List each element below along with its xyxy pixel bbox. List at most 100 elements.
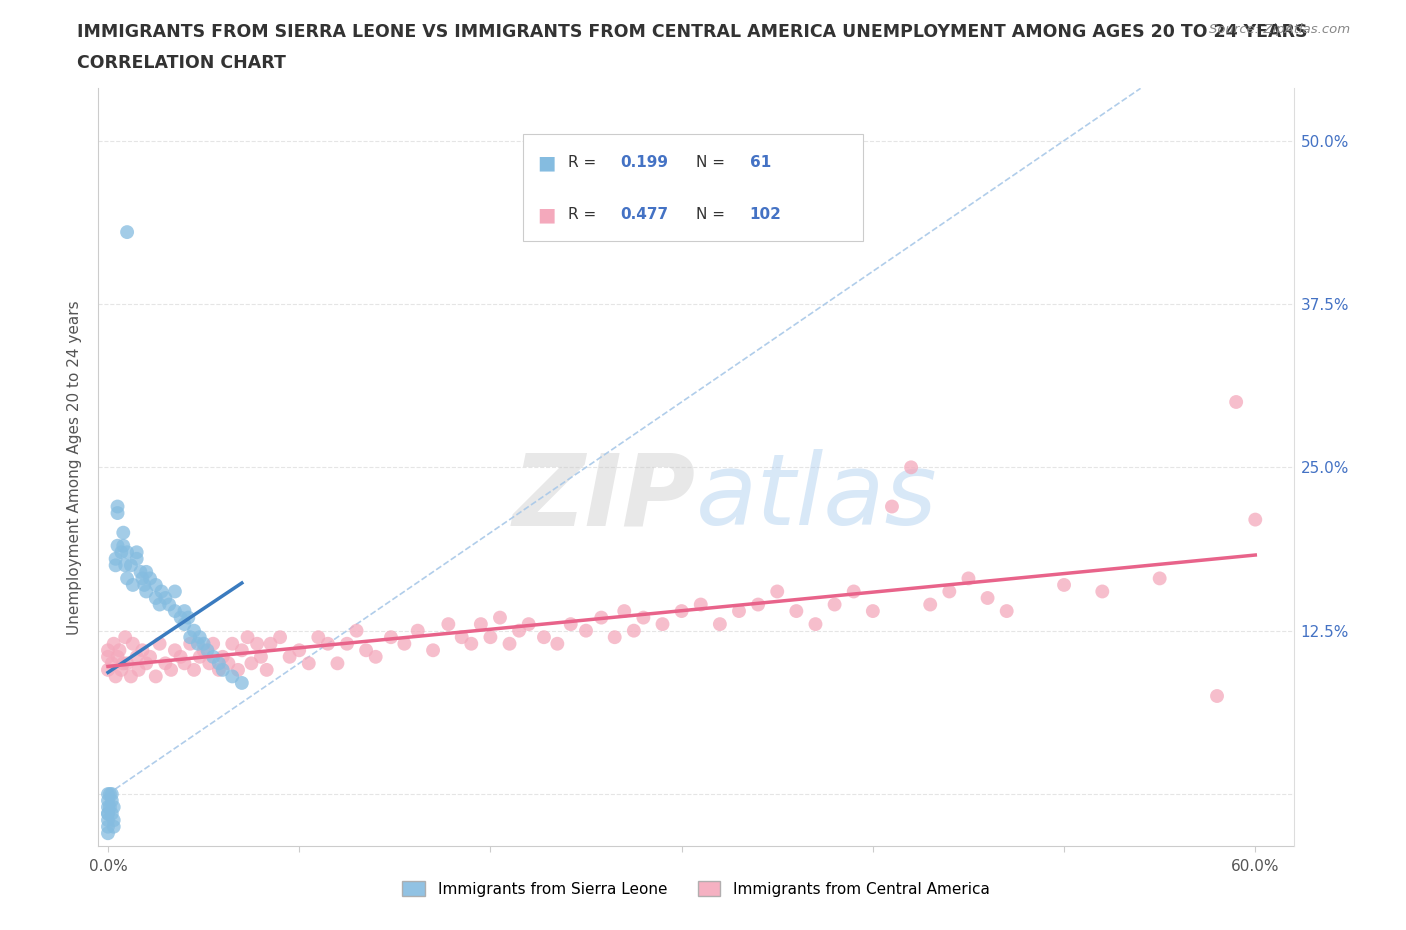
Point	[115, 225, 138, 240]
Point	[128, 662, 150, 677]
Point	[938, 584, 960, 599]
Point	[188, 649, 211, 664]
Point	[104, 669, 127, 684]
Text: 61: 61	[749, 155, 770, 170]
Point	[129, 565, 152, 579]
Point	[211, 649, 233, 664]
Point	[633, 610, 655, 625]
Point	[115, 656, 138, 671]
Point	[97, 800, 120, 815]
Point	[298, 656, 321, 671]
Point	[354, 643, 377, 658]
Point	[231, 643, 253, 658]
Point	[155, 591, 177, 605]
Point	[623, 623, 645, 638]
Point	[97, 787, 120, 802]
Point	[97, 819, 120, 834]
Point	[1053, 578, 1076, 592]
Point	[155, 656, 177, 671]
Point	[139, 571, 162, 586]
Point	[115, 545, 138, 560]
Point	[709, 617, 731, 631]
Point	[107, 538, 129, 553]
Point	[651, 617, 673, 631]
Point	[173, 604, 195, 618]
Point	[226, 662, 249, 677]
Point	[97, 793, 120, 808]
Point	[591, 610, 613, 625]
Point	[211, 662, 233, 677]
Text: ■: ■	[537, 153, 555, 172]
Point	[104, 551, 127, 566]
Point	[380, 630, 402, 644]
Point	[97, 649, 120, 664]
Point	[804, 617, 827, 631]
Point	[437, 617, 460, 631]
Point	[97, 806, 120, 821]
Point	[240, 656, 263, 671]
Point	[134, 578, 156, 592]
Text: R =: R =	[568, 207, 602, 222]
Point	[533, 630, 555, 644]
Point	[1225, 394, 1247, 409]
Point	[193, 643, 215, 658]
Point	[193, 636, 215, 651]
Point	[169, 649, 191, 664]
Point	[259, 636, 281, 651]
Text: ■: ■	[537, 205, 555, 224]
Point	[187, 636, 209, 651]
Point	[125, 551, 148, 566]
Point	[98, 800, 121, 815]
Point	[121, 636, 143, 651]
Point	[125, 545, 148, 560]
Point	[406, 623, 429, 638]
Point	[112, 525, 135, 540]
Point	[114, 558, 136, 573]
Point	[150, 584, 173, 599]
Point	[236, 630, 259, 644]
Point	[221, 636, 243, 651]
Point	[307, 630, 329, 644]
Point	[103, 636, 125, 651]
Point	[278, 649, 301, 664]
Point	[1149, 571, 1171, 586]
Point	[394, 636, 416, 651]
Point	[517, 617, 540, 631]
Point	[98, 787, 121, 802]
Point	[479, 630, 502, 644]
Point	[121, 578, 143, 592]
Point	[508, 623, 530, 638]
Text: IMMIGRANTS FROM SIERRA LEONE VS IMMIGRANTS FROM CENTRAL AMERICA UNEMPLOYMENT AMO: IMMIGRANTS FROM SIERRA LEONE VS IMMIGRAN…	[77, 23, 1308, 41]
Point	[575, 623, 598, 638]
Point	[976, 591, 998, 605]
Point	[135, 584, 157, 599]
Point	[862, 604, 884, 618]
Y-axis label: Unemployment Among Ages 20 to 24 years: Unemployment Among Ages 20 to 24 years	[67, 300, 83, 634]
Point	[103, 819, 125, 834]
Point	[114, 630, 136, 644]
Point	[131, 571, 153, 586]
Point	[97, 806, 120, 821]
Point	[169, 610, 191, 625]
Point	[747, 597, 769, 612]
Point	[145, 578, 167, 592]
Text: atlas: atlas	[696, 449, 938, 546]
Point	[900, 460, 922, 474]
Text: ZIP: ZIP	[513, 449, 696, 546]
Point	[824, 597, 846, 612]
Text: 0.477: 0.477	[620, 207, 669, 222]
Point	[104, 558, 127, 573]
Point	[157, 597, 180, 612]
Point	[101, 656, 124, 671]
Point	[489, 610, 512, 625]
Point	[112, 538, 135, 553]
Point	[460, 636, 482, 651]
Point	[208, 662, 231, 677]
FancyBboxPatch shape	[523, 134, 863, 242]
Point	[183, 662, 205, 677]
Point	[101, 787, 124, 802]
Point	[110, 662, 132, 677]
Point	[139, 649, 162, 664]
Point	[101, 793, 124, 808]
Point	[173, 656, 195, 671]
